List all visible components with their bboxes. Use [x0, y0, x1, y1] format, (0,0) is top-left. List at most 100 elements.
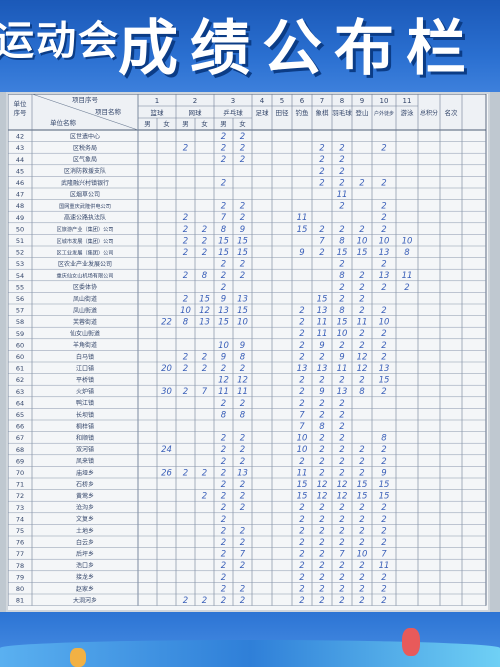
- row-unit-number: 80: [16, 585, 24, 593]
- row-unit-number: 61: [16, 365, 24, 373]
- score-cell: 9: [381, 468, 386, 478]
- score-cell: 8: [339, 306, 345, 316]
- row-unit-number: 62: [16, 376, 24, 384]
- score-cell: 2: [339, 596, 344, 606]
- score-cell: 2: [221, 364, 226, 374]
- score-cell: 2: [240, 213, 245, 223]
- row-unit-name: 凤山街道: [73, 295, 97, 303]
- score-cell: 2: [319, 584, 324, 594]
- row-unit-name: 区农业产业发展公司: [58, 260, 112, 268]
- score-cell: 11: [337, 190, 348, 200]
- header-unit-name: 单位名称: [50, 118, 77, 127]
- score-cell: 2: [299, 503, 304, 513]
- header-sport-name: 篮球: [151, 108, 165, 117]
- score-cell: 15: [337, 248, 348, 258]
- row-unit-number: 79: [16, 573, 24, 581]
- row-unit-name: 石桥乡: [76, 480, 94, 488]
- athlete-figure-icon: [70, 648, 86, 667]
- score-cell: 2: [221, 480, 226, 490]
- score-cell: 2: [240, 457, 245, 467]
- score-cell: 2: [221, 260, 226, 270]
- score-cell: 2: [381, 306, 386, 316]
- score-cell: 15: [199, 294, 210, 304]
- row-unit-number: 51: [16, 237, 24, 245]
- score-cell: 2: [359, 445, 364, 455]
- score-cell: 10: [402, 236, 413, 246]
- score-cell: 11: [357, 318, 368, 328]
- score-cell: 2: [299, 329, 304, 339]
- score-cell: 2: [221, 526, 226, 536]
- header-gender: 女: [201, 119, 208, 128]
- score-cell: 2: [319, 155, 324, 165]
- header-project-name: 项目名称: [95, 107, 122, 116]
- score-cell: 2: [381, 584, 386, 594]
- score-cell: 24: [161, 445, 172, 455]
- score-cell: 2: [339, 341, 344, 351]
- score-cell: 9: [299, 248, 304, 258]
- score-cell: 13: [379, 271, 390, 281]
- score-cell: 2: [183, 352, 188, 362]
- score-cell: 7: [381, 550, 387, 560]
- header-unit-label: 序号: [14, 108, 28, 117]
- score-cell: 2: [299, 584, 304, 594]
- athlete-figure-icon: [402, 628, 420, 656]
- score-cell: 2: [359, 515, 364, 525]
- score-cell: 15: [357, 248, 368, 258]
- score-cell: 11: [218, 387, 229, 397]
- score-cell: 9: [221, 352, 226, 362]
- row-unit-number: 54: [16, 272, 24, 280]
- score-cell: 13: [297, 364, 308, 374]
- row-unit-number: 77: [16, 550, 24, 558]
- row-unit-name: 浩口乡: [76, 562, 94, 570]
- score-cell: 2: [183, 248, 188, 258]
- score-cell: 2: [381, 573, 386, 583]
- score-cell: 13: [237, 294, 248, 304]
- score-cell: 2: [319, 515, 324, 525]
- score-cell: 2: [299, 596, 304, 606]
- row-unit-name: 芙蓉街道: [73, 318, 97, 326]
- score-cell: 2: [299, 376, 304, 386]
- score-cell: 11: [237, 387, 248, 397]
- row-unit-name: 双河镇: [76, 446, 94, 454]
- row-unit-name: 火炉镇: [76, 388, 94, 396]
- header-sport-number: 3: [231, 97, 235, 105]
- row-unit-name: 和顺镇: [76, 434, 94, 442]
- row-unit-name: 凤山街道: [73, 306, 97, 314]
- score-cell: 2: [299, 561, 304, 571]
- score-cell: 2: [381, 457, 386, 467]
- row-unit-number: 48: [16, 202, 24, 210]
- score-cell: 2: [319, 410, 324, 420]
- score-cell: 12: [337, 480, 348, 490]
- score-cell: 2: [339, 561, 344, 571]
- score-cell: 7: [240, 550, 246, 560]
- row-unit-number: 56: [16, 295, 24, 303]
- score-cell: 2: [319, 538, 324, 548]
- score-cell: 2: [359, 561, 364, 571]
- row-unit-name: 羊角街道: [73, 341, 97, 349]
- score-cell: 2: [319, 457, 324, 467]
- score-cell: 2: [319, 573, 324, 583]
- score-cell: 2: [339, 573, 344, 583]
- row-unit-number: 55: [16, 283, 24, 291]
- row-unit-name: 区税务局: [73, 144, 97, 152]
- score-cell: 13: [379, 364, 390, 374]
- score-cell: 2: [221, 399, 226, 409]
- score-cell: 2: [240, 364, 245, 374]
- row-unit-number: 42: [16, 133, 24, 141]
- score-cell: 2: [240, 445, 245, 455]
- row-unit-number: 66: [16, 423, 24, 431]
- score-cell: 11: [317, 329, 328, 339]
- score-cell: 2: [221, 144, 226, 154]
- score-cell: 8: [381, 434, 387, 444]
- score-cell: 2: [339, 515, 344, 525]
- score-cell: 15: [357, 492, 368, 502]
- score-cell: 10: [379, 318, 390, 328]
- score-cell: 2: [202, 596, 207, 606]
- header-sport-name: 乒乓球: [223, 108, 243, 117]
- header-background: [8, 94, 486, 130]
- score-cell: 2: [339, 584, 344, 594]
- score-cell: 2: [299, 399, 304, 409]
- score-cell: 8: [183, 318, 189, 328]
- score-cell: 2: [381, 178, 386, 188]
- score-cell: 2: [183, 364, 188, 374]
